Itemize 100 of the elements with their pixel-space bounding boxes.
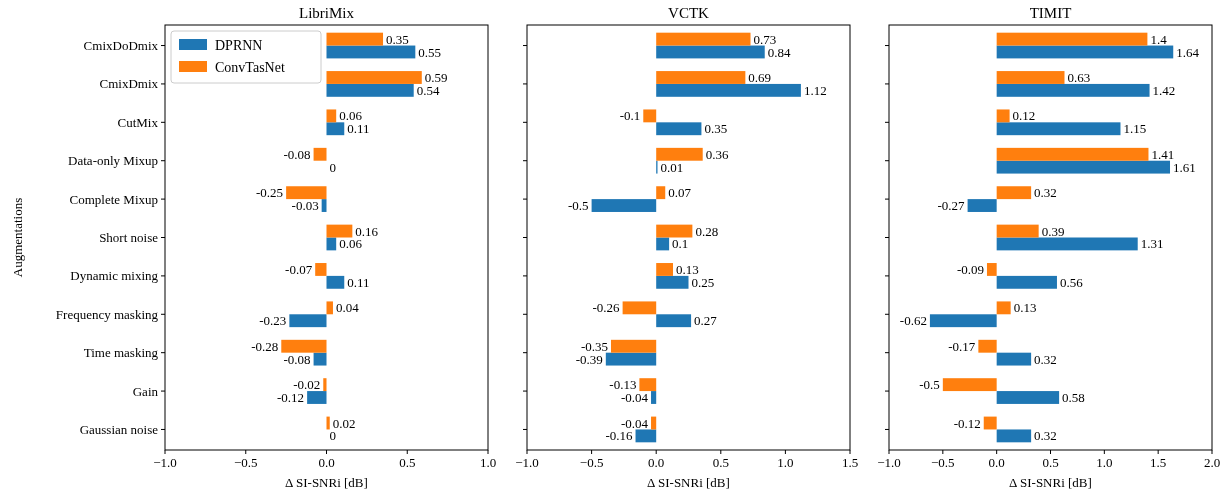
bar — [289, 314, 327, 328]
y-tick-label: CmixDoDmix — [83, 38, 159, 54]
x-tick-label: 0.5 — [712, 455, 729, 470]
bar — [986, 263, 997, 276]
bar — [996, 109, 1010, 123]
x-tick-label: 1.5 — [841, 455, 859, 470]
data-label: -0.13 — [609, 377, 637, 393]
bar — [942, 378, 997, 392]
bar — [996, 186, 1032, 200]
data-label: -0.5 — [568, 198, 589, 214]
x-tick-label: −1.0 — [515, 455, 539, 470]
bar — [326, 32, 384, 46]
x-tick-label: −1.0 — [153, 455, 177, 470]
bar — [656, 45, 765, 59]
x-tick-label: 1.0 — [479, 455, 497, 470]
y-axis-title: Augmentations — [10, 197, 25, 278]
bar — [983, 416, 997, 430]
x-tick-label: 0.0 — [988, 455, 1005, 470]
data-label: -0.35 — [580, 338, 608, 354]
bar — [656, 32, 751, 46]
chart-title: VCTK — [668, 5, 710, 21]
x-tick-label: 0.0 — [318, 455, 335, 470]
bar — [996, 147, 1149, 161]
data-label: 0.01 — [660, 159, 684, 175]
x-tick-label: −0.5 — [931, 455, 955, 470]
data-label: -0.02 — [293, 377, 321, 393]
data-label: 0.32 — [1034, 428, 1057, 444]
data-label: 0.69 — [748, 70, 772, 86]
bar — [591, 199, 657, 212]
data-label: 0.32 — [1034, 351, 1057, 367]
data-label: 0.06 — [339, 108, 363, 124]
data-label: -0.26 — [592, 300, 621, 316]
bar — [313, 147, 327, 161]
bar — [656, 224, 693, 238]
bar — [967, 199, 997, 212]
data-label: -0.5 — [919, 377, 940, 393]
data-label: -0.16 — [605, 428, 634, 444]
bar — [651, 391, 657, 404]
data-label: -0.39 — [575, 351, 603, 367]
data-label: -0.08 — [283, 351, 311, 367]
data-label: -0.08 — [283, 146, 311, 162]
bar — [996, 275, 1057, 289]
data-label: 0 — [329, 159, 336, 175]
bar — [656, 263, 673, 276]
data-label: 0.55 — [418, 44, 442, 60]
data-label: 0.32 — [1034, 185, 1057, 201]
bar — [610, 339, 657, 353]
y-tick-label: Dynamic mixing — [70, 268, 159, 284]
bar — [656, 147, 703, 161]
y-tick-label: Short noise — [99, 230, 159, 246]
data-label: 1.4 — [1150, 31, 1168, 47]
data-label: 0.02 — [332, 415, 356, 431]
x-tick-label: 0.5 — [399, 455, 416, 470]
data-label: 1.15 — [1123, 121, 1147, 137]
bar — [656, 186, 666, 200]
data-label: -0.12 — [953, 415, 981, 431]
data-label: 1.12 — [803, 82, 827, 98]
y-tick-label: Time masking — [83, 345, 159, 361]
data-label: 0.11 — [347, 274, 370, 290]
bar — [326, 45, 416, 59]
bar — [643, 109, 657, 123]
data-label: 0.12 — [1012, 108, 1036, 124]
data-label: 1.41 — [1151, 146, 1175, 162]
x-axis-title: Δ SI-SNRi [dB] — [285, 475, 368, 490]
bar — [321, 199, 327, 212]
chart-title: TIMIT — [1029, 5, 1072, 21]
bar — [286, 186, 327, 200]
bar — [326, 275, 345, 289]
bar — [978, 339, 997, 353]
bar — [656, 237, 670, 251]
data-label: -0.62 — [899, 313, 927, 329]
data-label: -0.27 — [937, 198, 966, 214]
legend-label: DPRNN — [215, 37, 263, 53]
data-label: -0.17 — [948, 338, 976, 354]
bar — [996, 32, 1148, 46]
data-label: 0.39 — [1041, 223, 1065, 239]
data-label: -0.1 — [619, 108, 641, 124]
y-tick-label: CmixDmix — [99, 76, 159, 92]
x-tick-label: −0.5 — [579, 455, 604, 470]
y-tick-label: Gain — [132, 383, 159, 399]
bar — [996, 224, 1039, 238]
x-tick-label: 0.0 — [648, 455, 665, 470]
bar — [996, 352, 1032, 366]
bar — [929, 314, 997, 328]
data-label: -0.25 — [256, 185, 284, 201]
bar — [996, 71, 1065, 84]
y-tick-label: Frequency masking — [55, 306, 159, 322]
bar — [996, 160, 1171, 174]
x-tick-label: 1.5 — [1150, 455, 1167, 470]
bar — [996, 45, 1174, 59]
data-label: -0.04 — [620, 390, 649, 406]
data-label: 0.73 — [753, 31, 777, 47]
x-tick-label: 2.0 — [1203, 455, 1221, 470]
bar — [326, 122, 345, 136]
bar — [996, 122, 1121, 136]
bar — [326, 301, 333, 315]
bar — [656, 83, 801, 97]
data-label: 0.1 — [672, 236, 689, 252]
data-label: 0.36 — [705, 146, 729, 162]
x-tick-label: 1.0 — [1096, 455, 1113, 470]
